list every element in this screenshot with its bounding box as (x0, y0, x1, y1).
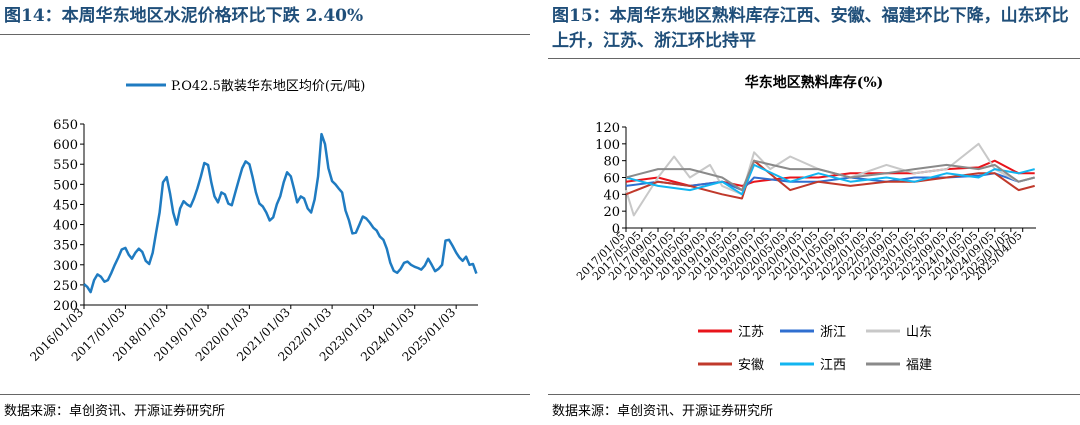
y-tick-label: 40 (603, 188, 620, 203)
legend-label: 江苏 (738, 324, 764, 340)
left-source-note: 数据来源：卓创资讯、开源证券研究所 (4, 404, 226, 419)
y-tick-label: 550 (53, 158, 78, 173)
right-title-rule (548, 58, 1080, 59)
right-source-note: 数据来源：卓创资讯、开源证券研究所 (552, 404, 774, 419)
series-line (625, 159, 1035, 192)
legend-label: P.O42.5散装华东地区均价(元/吨) (171, 79, 365, 94)
legend-label: 浙江 (820, 325, 846, 340)
legend-label: 江西 (820, 358, 846, 373)
y-tick-label: 500 (53, 178, 78, 193)
series-line (83, 132, 478, 294)
legend-label: 山东 (906, 325, 932, 340)
left-bottom-rule (0, 394, 530, 395)
left-title-rule (0, 34, 530, 35)
y-tick-label: 250 (53, 279, 78, 294)
right-chart: 0204060801001202017/01/052017/05/052017/… (574, 121, 1036, 373)
series-line (625, 163, 1035, 196)
right-figure-panel: 图15：本周华东地区熟料库存江西、安徽、福建环比下降，山东环比上升，江苏、浙江环… (548, 0, 1080, 425)
y-tick-label: 450 (53, 198, 78, 213)
right-chart-title: 华东地区熟料库存(%) (744, 75, 884, 91)
y-tick-label: 650 (53, 118, 78, 133)
y-tick-label: 200 (53, 299, 78, 314)
left-chart: P.O42.5散装华东地区均价(元/吨) 200 250 300 350 400 450 50… (27, 79, 478, 364)
y-tick-label: 60 (603, 172, 620, 187)
series-line (625, 172, 1035, 192)
legend-label: 安徽 (738, 358, 764, 373)
right-figure-title: 图15：本周华东地区熟料库存江西、安徽、福建环比下降，山东环比上升，江苏、浙江环… (552, 6, 1069, 51)
left-figure-title: 图14：本周华东地区水泥价格环比下跌 2.40% (4, 6, 364, 26)
y-tick-label: 20 (603, 205, 620, 220)
y-tick-label: 600 (53, 138, 78, 153)
legend-label: 福建 (906, 358, 932, 373)
y-tick-label: 400 (53, 219, 78, 234)
y-tick-label: 300 (53, 259, 78, 274)
y-tick-label: 0 (612, 222, 620, 237)
y-tick-label: 350 (53, 239, 78, 254)
left-figure-panel: 图14：本周华东地区水泥价格环比下跌 2.40% P.O42.5散装华东地区均价… (0, 0, 530, 425)
series-line (625, 142, 1035, 217)
y-tick-label: 80 (603, 155, 620, 170)
right-bottom-rule (548, 394, 1080, 395)
y-tick-label: 100 (595, 138, 620, 153)
y-tick-label: 120 (595, 121, 620, 136)
